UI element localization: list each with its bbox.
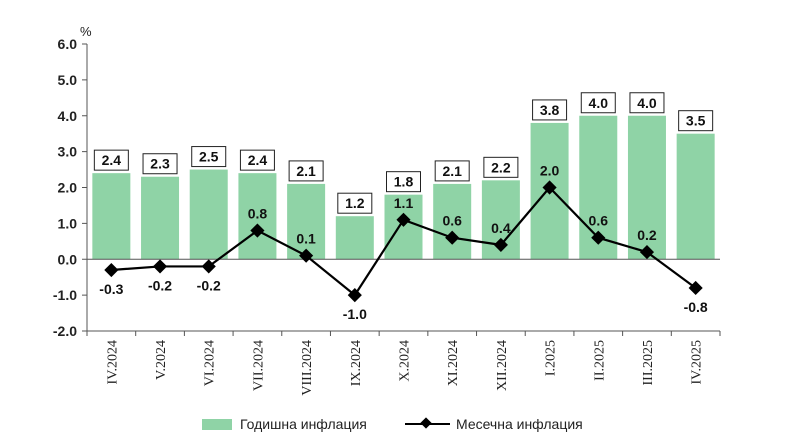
y-tick-label: 2.0 xyxy=(58,180,78,196)
line-data-label: 0.4 xyxy=(491,220,511,236)
monthly-point-marker xyxy=(152,259,168,274)
monthly-point-marker xyxy=(250,223,265,238)
bar-label-box xyxy=(142,153,178,175)
bar-annual xyxy=(141,176,180,260)
y-tick-label: 3.0 xyxy=(58,144,78,160)
bar-annual xyxy=(335,216,374,260)
x-tick-label: II.2025 xyxy=(592,340,607,381)
bar-annual xyxy=(92,173,131,260)
legend-label-annual: Годишна инфлация xyxy=(240,416,367,432)
bar-label-box xyxy=(386,171,421,193)
bar-annual xyxy=(676,133,715,260)
bar-data-label: 2.4 xyxy=(102,152,122,168)
monthly-point-marker xyxy=(201,259,216,274)
y-unit-label: % xyxy=(80,24,92,39)
monthly-point-marker xyxy=(104,262,119,278)
bar-data-label: 4.0 xyxy=(637,95,657,111)
bar-data-label: 1.8 xyxy=(394,174,414,190)
monthly-point-marker xyxy=(493,237,508,252)
y-tick-label: 0.0 xyxy=(58,251,78,267)
x-tick-label: XII.2024 xyxy=(495,340,510,391)
bar-annual xyxy=(189,169,228,260)
monthly-point-marker xyxy=(591,230,606,245)
bar-annual xyxy=(287,183,326,260)
x-tick-label: I.2025 xyxy=(544,340,559,376)
bar-label-box xyxy=(434,160,470,182)
y-tick-label: 4.0 xyxy=(58,108,78,124)
x-tick-label: IV.2024 xyxy=(105,340,120,384)
bar-annual xyxy=(433,183,472,260)
line-data-label: 1.1 xyxy=(394,195,414,211)
line-data-label: -1.0 xyxy=(343,306,367,322)
bar-data-label: 2.4 xyxy=(248,152,268,168)
bar-annual xyxy=(238,173,277,260)
bar-annual xyxy=(384,194,423,260)
bar-label-box xyxy=(288,160,324,182)
monthly-point-marker xyxy=(688,280,703,296)
bar-data-label: 4.0 xyxy=(589,95,609,111)
bar-data-label: 2.5 xyxy=(199,149,219,165)
line-data-label: -0.2 xyxy=(197,277,221,293)
x-tick-label: VII.2024 xyxy=(251,340,266,391)
x-tick-label: V.2024 xyxy=(154,340,169,380)
line-data-label: 0.6 xyxy=(442,213,462,229)
bar-label-box xyxy=(93,149,129,171)
legend-swatch-annual xyxy=(202,419,232,430)
monthly-point-marker xyxy=(347,288,362,303)
bar-data-label: 2.1 xyxy=(296,163,316,179)
y-tick-label: 1.0 xyxy=(58,215,78,231)
monthly-point-marker xyxy=(396,212,411,227)
x-tick-label: IV.2025 xyxy=(690,340,705,384)
legend: Годишна инфлация Месечна инфлация xyxy=(202,416,583,432)
bar-data-label: 3.5 xyxy=(686,113,706,129)
line-data-label: -0.8 xyxy=(684,299,708,315)
bar-label-box xyxy=(629,92,665,114)
bar-label-box xyxy=(580,92,616,114)
x-tick-label: VI.2024 xyxy=(203,340,218,386)
bar-data-label: 2.1 xyxy=(442,163,462,179)
y-tick-label: -1.0 xyxy=(53,287,77,303)
x-tick-label: IX.2024 xyxy=(349,340,364,386)
x-tick-label: X.2024 xyxy=(398,340,413,382)
y-tick-label: 6.0 xyxy=(58,36,78,52)
legend-marker-monthly xyxy=(420,417,432,429)
line-data-label: 0.1 xyxy=(296,231,316,247)
y-tick-label: 5.0 xyxy=(58,72,78,88)
line-data-label: 2.0 xyxy=(540,163,560,179)
x-tick-label: XI.2024 xyxy=(446,340,461,386)
bar-data-label: 2.3 xyxy=(150,156,170,172)
monthly-point-marker xyxy=(639,245,655,260)
line-data-label: 0.2 xyxy=(637,227,657,243)
bar-label-box xyxy=(239,149,275,171)
line-data-label: -0.2 xyxy=(148,277,172,293)
monthly-point-marker xyxy=(445,230,460,245)
bar-label-box xyxy=(483,156,519,178)
line-data-label: 0.6 xyxy=(589,213,609,229)
bar-label-box xyxy=(678,110,714,132)
bar-data-label: 3.8 xyxy=(540,102,560,118)
bar-annual xyxy=(627,115,666,260)
line-data-label: 0.8 xyxy=(248,206,268,222)
bar-label-box xyxy=(191,146,227,168)
monthly-point-marker xyxy=(542,180,557,195)
bar-data-label: 2.2 xyxy=(491,159,511,175)
plot-area: -2.0 -1.0 0.0 1.0 2.0 3.0 4.0 5.0 6.0 IV.2024 V.20… xyxy=(53,36,721,396)
legend-label-monthly: Месечна инфлация xyxy=(456,416,583,432)
x-tick-label: VIII.2024 xyxy=(300,340,315,396)
bar-label-box xyxy=(532,99,568,121)
bar-label-box xyxy=(337,192,373,214)
bar-data-label: 1.2 xyxy=(345,195,365,211)
monthly-point-marker xyxy=(299,248,314,263)
x-tick-label: III.2025 xyxy=(641,340,656,386)
y-tick-label: -2.0 xyxy=(53,323,77,339)
line-data-label: -0.3 xyxy=(99,281,123,297)
